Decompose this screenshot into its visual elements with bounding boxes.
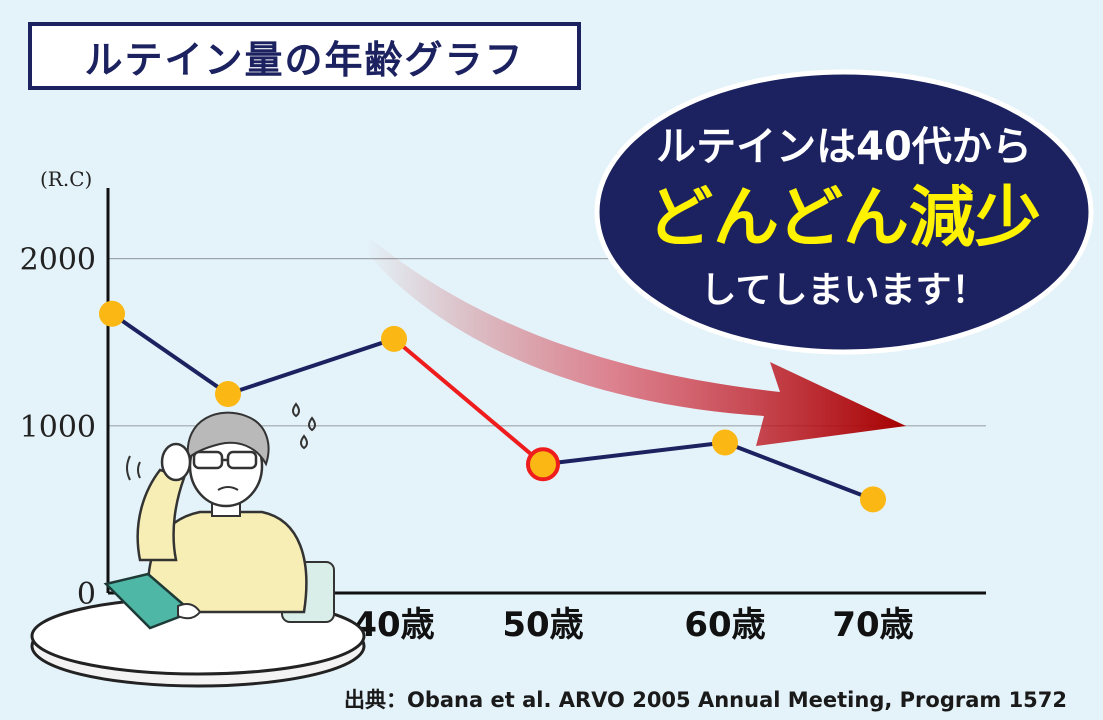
series-segment [542,440,726,467]
callout-line-3: してしまいます！ [701,270,988,311]
tick-labels: 0 1000 2000 (R.C) 40歳 50歳 60歳 70歳 [20,167,914,645]
data-point [215,381,241,408]
y-tick-label: 1000 [20,410,96,445]
callout-line-1: ルテインは40代から [656,124,1032,170]
source-citation: 出典：Obana et al. ARVO 2005 Annual Meeting… [344,688,1068,712]
series-segment [110,312,230,396]
mouth [217,486,239,491]
x-tick-label: 60歳 [684,605,765,645]
callout-line-2: どんどん減少 [647,179,1041,256]
cardigan [146,510,308,614]
data-point [99,300,125,327]
y-axis-unit: (R.C) [40,167,92,191]
hair [186,411,270,467]
glasses-icon [192,450,258,470]
data-point [381,325,407,352]
series-segment-highlight [392,337,545,466]
worried-person-illustration [30,402,366,688]
y-tick-label: 2000 [20,243,96,278]
x-tick-label: 50歳 [502,605,583,645]
series-segment [227,336,395,396]
sweat-drop-icon [292,402,300,418]
reading-hand [177,603,202,620]
callout-bubble: ルテインは40代から どんどん減少 してしまいます！ [594,69,1094,355]
data-series [99,300,886,513]
sweat-drop-icon [300,434,308,450]
data-point [526,447,560,482]
series-segment [724,440,874,502]
x-tick-label: 70歳 [832,605,913,645]
data-point [860,486,886,513]
sweat-drop-icon [308,416,316,432]
hand [160,442,192,482]
motion-marks [126,455,141,481]
y-tick-label: 0 [77,577,96,612]
x-tick-label: 40歳 [353,605,434,645]
data-point [712,429,738,456]
trend-arrow [364,238,906,446]
chart-title: ルテイン量の年齢グラフ [28,22,581,90]
